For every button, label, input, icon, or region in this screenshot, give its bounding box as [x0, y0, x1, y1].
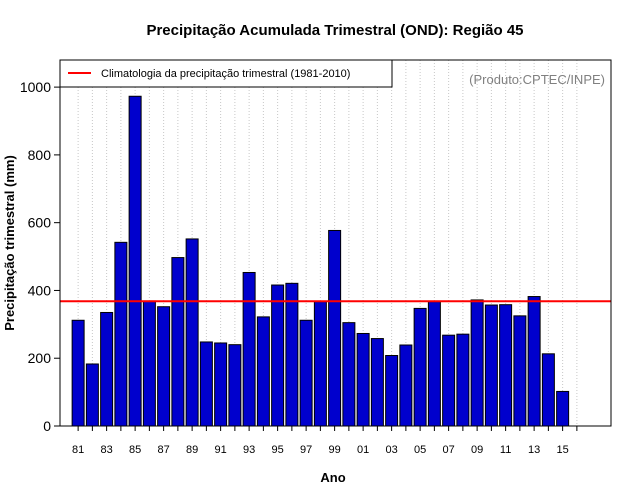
- x-tick-label-07: 07: [443, 444, 455, 456]
- y-tick-label-1000: 1000: [20, 79, 51, 95]
- x-tick-label-93: 93: [243, 444, 255, 456]
- bar-05: [413, 307, 427, 427]
- y-tick-label-400: 400: [28, 282, 52, 298]
- bar-90: [199, 341, 213, 427]
- bar-10: [484, 304, 498, 427]
- legend-label: Climatologia da precipitação trimestral …: [101, 68, 350, 80]
- x-tick-label-89: 89: [186, 444, 198, 456]
- x-tick-label-03: 03: [386, 444, 398, 456]
- bar-04: [399, 344, 413, 427]
- bar-92: [228, 344, 242, 427]
- bar-86: [142, 300, 156, 427]
- x-tick-label-13: 13: [528, 444, 540, 456]
- bar-14: [541, 353, 555, 427]
- x-axis: 81 83 85 87 89 91 93 95 97 99 01 03 05 07 09 11 13 15: [72, 426, 578, 456]
- x-tick-label-91: 91: [215, 444, 227, 456]
- legend: Climatologia da precipitação trimestral …: [59, 59, 393, 88]
- bar-85: [128, 95, 142, 427]
- bar-95: [271, 284, 285, 427]
- y-tick-label-800: 800: [28, 147, 52, 163]
- bar-02: [370, 338, 384, 427]
- x-tick-label-87: 87: [158, 444, 170, 456]
- x-tick-label-95: 95: [272, 444, 284, 456]
- x-tick-label-97: 97: [300, 444, 312, 456]
- x-tick-label-99: 99: [329, 444, 341, 456]
- bar-15: [556, 390, 570, 427]
- bar-13: [527, 296, 541, 427]
- bar-98: [313, 301, 327, 427]
- x-tick-label-11: 11: [500, 444, 511, 456]
- bar-07: [442, 334, 456, 427]
- x-tick-label-15: 15: [557, 444, 569, 456]
- bar-09: [470, 299, 484, 427]
- x-tick-label-85: 85: [129, 444, 141, 456]
- y-tick-label-0: 0: [43, 418, 51, 434]
- bar-88: [171, 257, 185, 427]
- bar-06: [427, 301, 441, 427]
- chart-title: Precipitação Acumulada Trimestral (OND):…: [146, 22, 523, 39]
- bar-96: [285, 282, 299, 427]
- x-tick-label-09: 09: [471, 444, 483, 456]
- bar-82: [85, 363, 99, 427]
- y-tick-label-600: 600: [28, 215, 52, 231]
- bar-12: [513, 315, 527, 427]
- legend-box: [59, 59, 393, 88]
- bar-83: [100, 311, 114, 427]
- x-tick-label-01: 01: [357, 444, 369, 456]
- bar-91: [214, 342, 228, 427]
- bar-11: [499, 304, 513, 427]
- y-axis-label: Precipitação trimestral (mm): [2, 155, 17, 331]
- bar-89: [185, 238, 199, 427]
- y-tick-label-200: 200: [28, 350, 52, 366]
- bar-00: [342, 322, 356, 427]
- x-tick-label-83: 83: [101, 444, 113, 456]
- bar-99: [328, 229, 342, 427]
- bar-84: [114, 241, 128, 427]
- x-tick-label-05: 05: [414, 444, 426, 456]
- bar-93: [242, 271, 256, 427]
- bar-97: [299, 319, 313, 427]
- bar-81: [71, 319, 85, 427]
- x-axis-label: Ano: [320, 470, 345, 485]
- x-tick-label-81: 81: [72, 444, 84, 456]
- source-note: (Produto:CPTEC/INPE): [469, 72, 605, 87]
- bar-01: [356, 332, 370, 427]
- bar-08: [456, 333, 470, 427]
- bar-03: [385, 355, 399, 427]
- y-axis: 0 200 400 600 800 1000: [20, 79, 60, 434]
- bar-94: [256, 316, 270, 427]
- bar-87: [157, 306, 171, 427]
